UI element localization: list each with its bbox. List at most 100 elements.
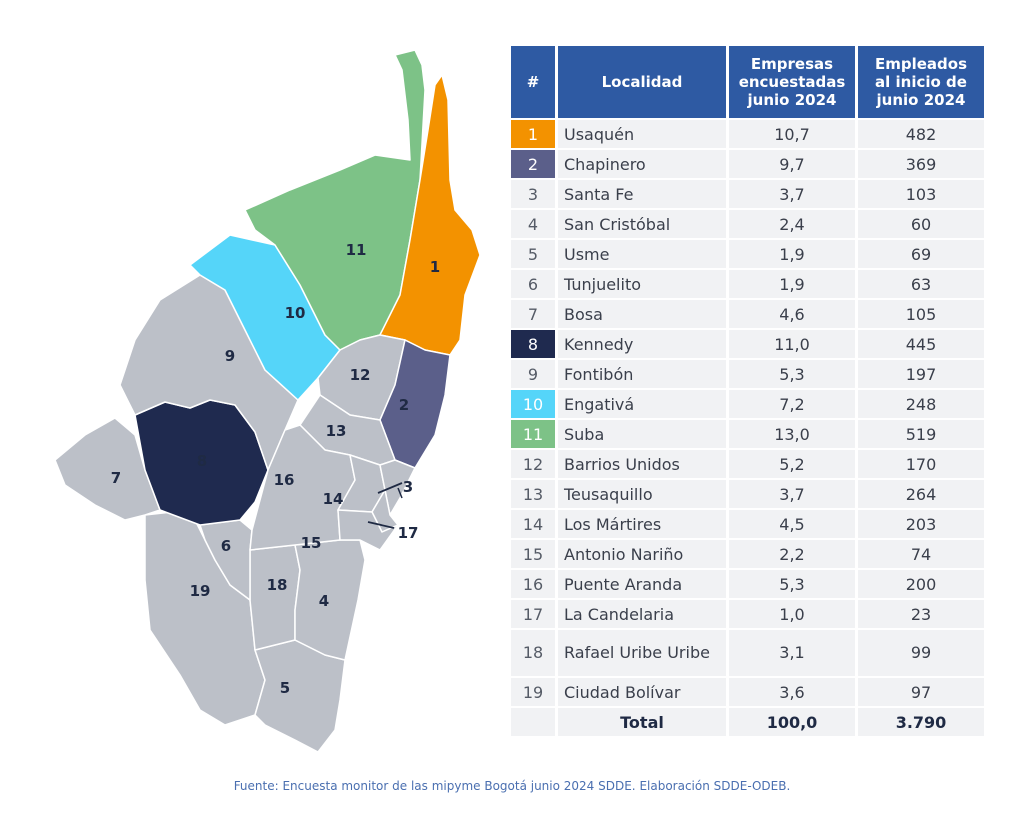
row-num: 3 [511,180,555,208]
table-row: 4 San Cristóbal 2,4 60 [511,210,984,238]
row-localidad: Chapinero [558,150,726,178]
row-localidad: Fontibón [558,360,726,388]
total-empresas: 100,0 [729,708,855,736]
row-empresas: 5,3 [729,570,855,598]
row-localidad: Barrios Unidos [558,450,726,478]
district-label-19: 19 [190,582,211,600]
row-empleados: 203 [858,510,984,538]
row-empleados: 445 [858,330,984,358]
table-row: 6 Tunjuelito 1,9 63 [511,270,984,298]
row-empleados: 105 [858,300,984,328]
district-1 [379,74,481,356]
table-row: 19 Ciudad Bolívar 3,6 97 [511,678,984,706]
table-row: 10 Engativá 7,2 248 [511,390,984,418]
district-label-5: 5 [280,679,290,697]
row-num: 13 [511,480,555,508]
district-4 [294,539,366,661]
row-empleados: 23 [858,600,984,628]
row-localidad: Kennedy [558,330,726,358]
header-empleados-line1: Empleados [874,55,968,73]
row-empleados: 170 [858,450,984,478]
header-empleados-line2: al inicio de [875,73,967,91]
row-empleados: 482 [858,120,984,148]
row-empresas: 7,2 [729,390,855,418]
row-empleados: 97 [858,678,984,706]
district-label-3: 3 [403,478,413,496]
row-localidad: Ciudad Bolívar [558,678,726,706]
row-num: 12 [511,450,555,478]
row-empleados: 519 [858,420,984,448]
district-label-8: 8 [197,452,207,470]
row-localidad: Teusaquillo [558,480,726,508]
district-label-17: 17 [398,524,419,542]
row-localidad: Santa Fe [558,180,726,208]
row-num: 4 [511,210,555,238]
row-empresas: 3,7 [729,180,855,208]
row-num: 19 [511,678,555,706]
row-empleados: 103 [858,180,984,208]
district-label-1: 1 [430,258,440,276]
row-localidad: Antonio Nariño [558,540,726,568]
district-11 [244,49,426,351]
header-localidad: Localidad [558,46,726,118]
row-localidad: La Candelaria [558,600,726,628]
row-empresas: 1,9 [729,240,855,268]
district-label-11: 11 [346,241,367,259]
table-body: 1 Usaquén 10,7 482 2 Chapinero 9,7 369 3 Santa Fe… [511,120,984,736]
row-localidad: Bosa [558,300,726,328]
row-empleados: 99 [858,630,984,676]
row-localidad: Tunjuelito [558,270,726,298]
row-num: 15 [511,540,555,568]
table-row: 2 Chapinero 9,7 369 [511,150,984,178]
total-label: Total [558,708,726,736]
district-label-10: 10 [285,304,306,322]
row-empleados: 248 [858,390,984,418]
row-num: 10 [511,390,555,418]
district-label-14: 14 [323,490,344,508]
row-num: 5 [511,240,555,268]
district-label-9: 9 [225,347,235,365]
table-row: 5 Usme 1,9 69 [511,240,984,268]
row-localidad: Engativá [558,390,726,418]
table-row: 12 Barrios Unidos 5,2 170 [511,450,984,478]
district-label-6: 6 [221,537,231,555]
row-num: 7 [511,300,555,328]
row-empleados: 69 [858,240,984,268]
row-num: 8 [511,330,555,358]
row-empleados: 264 [858,480,984,508]
row-localidad: Los Mártires [558,510,726,538]
table-row: 17 La Candelaria 1,0 23 [511,600,984,628]
total-num-cell [511,708,555,736]
table-row: 7 Bosa 4,6 105 [511,300,984,328]
row-num: 2 [511,150,555,178]
row-empleados: 197 [858,360,984,388]
district-label-15: 15 [301,534,322,552]
row-empresas: 3,1 [729,630,855,676]
row-localidad: Usme [558,240,726,268]
row-empleados: 369 [858,150,984,178]
row-num: 14 [511,510,555,538]
row-empleados: 63 [858,270,984,298]
table-row: 9 Fontibón 5,3 197 [511,360,984,388]
table-row: 18 Rafael Uribe Uribe 3,1 99 [511,630,984,676]
district-18 [249,544,301,651]
table-row: 13 Teusaquillo 3,7 264 [511,480,984,508]
row-empresas: 1,0 [729,600,855,628]
table-row: 14 Los Mártires 4,5 203 [511,510,984,538]
row-empresas: 13,0 [729,420,855,448]
row-empresas: 3,6 [729,678,855,706]
pointer-line-3 [397,487,403,499]
row-empleados: 200 [858,570,984,598]
table-row: 11 Suba 13,0 519 [511,420,984,448]
row-num: 11 [511,420,555,448]
total-empleados: 3.790 [858,708,984,736]
table-total-row: Total 100,0 3.790 [511,708,984,736]
district-6 [199,519,253,601]
row-empresas: 3,7 [729,480,855,508]
header-empleados-line3: junio 2024 [876,91,966,109]
row-num: 1 [511,120,555,148]
row-empleados: 74 [858,540,984,568]
district-label-16: 16 [274,471,295,489]
row-localidad: Suba [558,420,726,448]
district-2 [379,339,451,469]
